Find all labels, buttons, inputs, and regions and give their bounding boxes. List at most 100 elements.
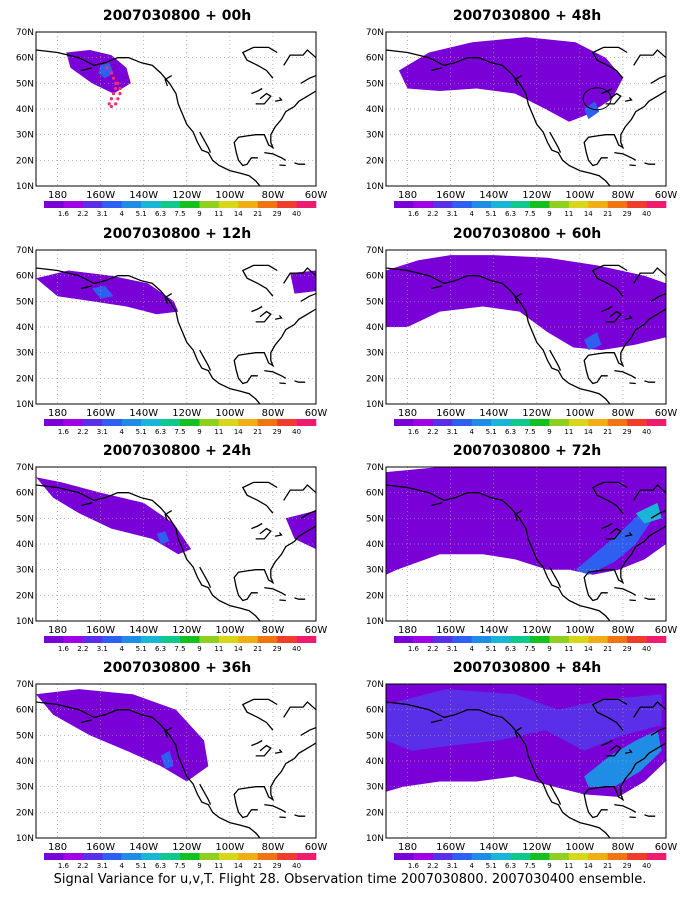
coastline-segment [386,49,611,186]
coastline-segment [36,267,261,404]
colorbar-swatch [277,419,297,426]
coastline-segment [629,164,636,167]
colorbar-swatch [432,201,453,208]
colorbar-swatch [257,636,278,643]
lon-tick-label: 180 [48,408,67,419]
coastline-segment [644,814,656,817]
coastline-segment [36,701,261,838]
colorbar-label: 3.1 [97,862,108,870]
lon-tick-label: 160W [436,190,465,201]
colorbar-swatch [471,419,492,426]
variance-shading [36,477,316,555]
colorbar-label: 21 [603,645,612,653]
flight-track-point [118,92,122,96]
lat-tick-label: 60N [16,54,34,64]
colorbar-swatch [491,419,511,426]
coastline-segment [386,484,611,621]
plot-frame [385,31,667,187]
colorbar-swatch [530,201,550,208]
colorbar-swatch [452,636,473,643]
colorbar-swatch [413,853,434,860]
coastline-segment [199,783,212,805]
colorbar-label: 11 [564,210,573,218]
coastline-segment [591,264,628,297]
colorbar-label: 1.6 [408,428,420,436]
coastline-segment [255,310,272,323]
coastline-segment [300,509,316,519]
colorbar-swatch [199,201,220,208]
coastline-segment [583,308,666,385]
map-plot: 10N 20N 30N 40N 50N 60N 70N 180 160W 140W 120W 100W… [366,28,678,218]
flight-track-point [109,97,113,101]
colorbar-label: 1.6 [408,210,420,218]
colorbar-swatch [296,419,317,426]
colorbar-swatch [141,419,161,426]
colorbar-label: 1.6 [408,862,420,870]
flight-track-point [109,104,113,109]
plot-frame [35,31,317,187]
lon-tick-label: 140W [129,842,158,853]
colorbar-label: 9 [197,645,201,653]
coastline-segment [431,502,443,507]
colorbar-swatch [530,853,550,860]
colorbar-swatch [588,419,609,426]
flight-track-point [111,92,116,96]
coastline-segment [255,744,272,757]
coastline-segment [650,292,666,302]
coastline-segment [164,510,173,522]
colorbar-swatch [452,853,473,860]
lon-tick-label: 140W [129,625,158,636]
colorbar-label: 3.1 [447,645,458,653]
colorbar-label: 9 [197,210,201,218]
colorbar-swatch [218,201,239,208]
colorbar-label: 40 [642,428,651,436]
lon-tick-label: 100W [215,190,244,201]
coastline-segment [583,742,666,819]
flight-track-point [116,97,120,101]
coastline-segment [81,502,93,507]
lat-tick-label: 50N [366,79,384,89]
colorbar-swatch [413,636,434,643]
lon-tick-label: 120W [172,842,201,853]
colorbar-swatch [413,419,434,426]
coastline-segment [264,151,287,161]
map-feature-outline [582,87,612,111]
coastline-segment [633,701,666,718]
colorbar-swatch [141,853,161,860]
variance-region [584,101,600,120]
colorbar-swatch [394,853,414,860]
colorbar-label: 40 [292,645,301,653]
coastline-segment [514,293,523,305]
map-plot: 10N 20N 30N 40N 50N 60N 70N 180 160W 140W 120W 100W… [16,680,328,870]
colorbar-label: 2.2 [427,862,438,870]
coastline-segment [591,481,628,514]
coastline-segment [431,67,443,72]
colorbar-label: 9 [547,862,551,870]
colorbar-swatch [394,636,414,643]
lat-tick-label: 70N [16,463,34,473]
lon-tick-label: 120W [522,625,551,636]
colorbar-swatch [180,636,200,643]
lon-tick-label: 60W [305,625,328,636]
variance-region [156,531,170,544]
variance-shading [36,270,316,315]
coastline-segment [644,380,656,383]
lat-tick-label: 60N [366,272,384,282]
colorbar-swatch [471,201,492,208]
coastline-segment [251,739,263,747]
colorbar-swatch [82,419,103,426]
colorbar-label: 5.1 [136,210,147,218]
coastline-segment [514,510,523,522]
coastline-segment [431,285,443,290]
coastline-segment [81,67,93,72]
colorbar-swatch [296,201,317,208]
lon-tick-label: 100W [215,842,244,853]
lon-tick-label: 100W [565,190,594,201]
colorbar-swatch [277,201,297,208]
colorbar-label: 2.2 [77,428,88,436]
colorbar-swatch [199,636,220,643]
colorbar-swatch [160,201,181,208]
colorbar-swatch [607,419,628,426]
lon-tick-label: 160W [86,625,115,636]
panel-title: 2007030800 + 24h [102,443,252,459]
